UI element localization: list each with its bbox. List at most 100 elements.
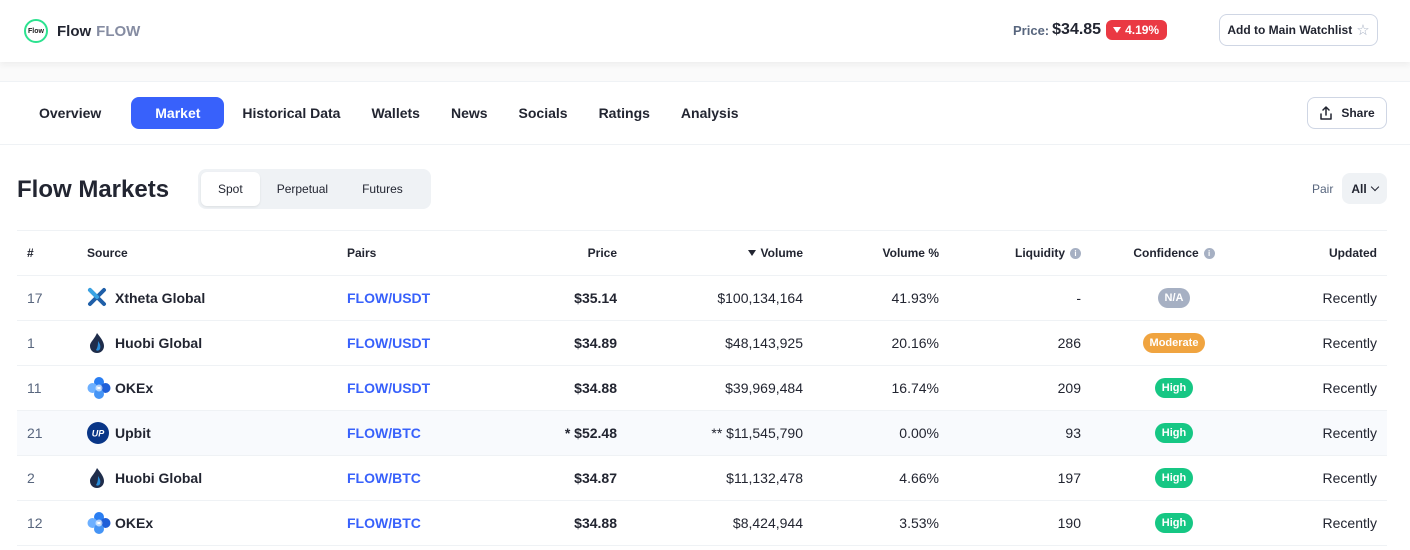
- updated-cell: Recently: [1257, 455, 1387, 501]
- confidence-cell: Moderate: [1091, 320, 1257, 366]
- source-cell[interactable]: OKEx: [77, 500, 337, 546]
- segment-perpetual[interactable]: Perpetual: [276, 182, 329, 196]
- volume-cell: $11,132,478: [627, 455, 813, 501]
- tab-news[interactable]: News: [450, 105, 488, 121]
- source-cell[interactable]: OKEx: [77, 365, 337, 411]
- source-cell[interactable]: Huobi Global: [77, 320, 337, 366]
- column-volume[interactable]: Volume: [627, 230, 813, 276]
- exchange-name: Huobi Global: [115, 335, 203, 351]
- liquidity-cell: 209: [949, 365, 1091, 411]
- column-updated[interactable]: Updated: [1257, 230, 1387, 276]
- source-cell[interactable]: UP Upbit: [77, 410, 337, 456]
- volume-pct-cell: 41.93%: [813, 275, 949, 321]
- price-cell: $35.14: [487, 275, 627, 321]
- caret-down-icon: [1113, 27, 1122, 33]
- table-row[interactable]: 1 Huobi Global FLOW/USDT $34.89 $48,143,925 2…: [17, 320, 1387, 366]
- volume-pct-cell: 4.66%: [813, 455, 949, 501]
- updated-cell: Recently: [1257, 365, 1387, 411]
- market-type-segmented-control: Spot Perpetual Futures: [198, 169, 431, 209]
- flow-logo: Flow: [24, 19, 48, 43]
- volume-cell: $39,969,484: [627, 365, 813, 411]
- tab-analysis[interactable]: Analysis: [680, 105, 739, 121]
- table-row[interactable]: 2 Huobi Global FLOW/BTC $34.87 $11,132,478 4.…: [17, 455, 1387, 501]
- column-rank[interactable]: #: [17, 230, 77, 276]
- info-icon[interactable]: i: [1203, 248, 1215, 259]
- column-volume-label: Volume: [760, 246, 803, 260]
- pair-link[interactable]: FLOW/BTC: [347, 470, 421, 486]
- table-row[interactable]: 21 UP Upbit FLOW/BTC * $52.48 ** $11,545,790 0…: [17, 410, 1387, 456]
- share-label: Share: [1341, 106, 1375, 120]
- pair-filter-dropdown[interactable]: All: [1342, 173, 1387, 204]
- info-icon[interactable]: i: [1070, 248, 1081, 259]
- confidence-cell: High: [1091, 365, 1257, 411]
- pair-link[interactable]: FLOW/USDT: [347, 380, 431, 396]
- confidence-badge: High: [1154, 378, 1194, 398]
- source-cell[interactable]: Xtheta Global: [77, 275, 337, 321]
- markets-table: # Source Pairs Price Volume Volume % Liq…: [17, 230, 1387, 546]
- markets-header: Flow Markets Spot Perpetual Futures Pair…: [0, 145, 1410, 229]
- add-to-watchlist-button[interactable]: Add to Main Watchlist ☆: [1219, 14, 1378, 46]
- volume-pct-cell: 3.53%: [813, 500, 949, 546]
- tab-overview[interactable]: Overview: [39, 105, 102, 121]
- table-header-row: # Source Pairs Price Volume Volume % Liq…: [17, 230, 1387, 276]
- price-cell: * $52.48: [487, 410, 627, 456]
- column-liquidity[interactable]: Liquidity i: [949, 230, 1091, 276]
- section-tabs: Overview Market Historical Data Wallets …: [0, 82, 1410, 145]
- price-cell: $34.88: [487, 500, 627, 546]
- table-row[interactable]: 17 Xtheta Global FLOW/USDT $35.14 $100,134,1…: [17, 275, 1387, 321]
- source-cell[interactable]: Huobi Global: [77, 455, 337, 501]
- pair-cell: FLOW/BTC: [337, 500, 487, 546]
- column-price[interactable]: Price: [487, 230, 627, 276]
- price-cell: $34.87: [487, 455, 627, 501]
- coin-name: Flow: [57, 22, 92, 40]
- rank-cell: 11: [17, 365, 77, 411]
- table-row[interactable]: 12 OKEx FLOW/BTC $34.88 $8,424,944 3.53% 190 Hi…: [17, 500, 1387, 546]
- exchange-name: Huobi Global: [115, 470, 203, 486]
- column-source[interactable]: Source: [77, 230, 337, 276]
- rank-cell: 17: [17, 275, 77, 321]
- rank-cell: 21: [17, 410, 77, 456]
- table-row[interactable]: 11 OKEx FLOW/USDT $34.88 $39,969,484 16.74% 20…: [17, 365, 1387, 411]
- column-pairs[interactable]: Pairs: [337, 230, 487, 276]
- volume-pct-cell: 20.16%: [813, 320, 949, 366]
- header-divider-strip: [0, 62, 1410, 82]
- tab-historical-data[interactable]: Historical Data: [242, 105, 341, 121]
- pair-link[interactable]: FLOW/USDT: [347, 335, 431, 351]
- tab-wallets[interactable]: Wallets: [371, 105, 420, 121]
- rank-cell: 2: [17, 455, 77, 501]
- xtheta-logo-icon: [87, 287, 109, 309]
- rank-cell: 12: [17, 500, 77, 546]
- tab-market[interactable]: Market: [131, 97, 225, 129]
- huobi-logo-icon: [87, 467, 109, 489]
- exchange-name: OKEx: [115, 380, 154, 396]
- liquidity-cell: 286: [949, 320, 1091, 366]
- price-cell: $34.88: [487, 365, 627, 411]
- liquidity-cell: 190: [949, 500, 1091, 546]
- segment-futures[interactable]: Futures: [362, 182, 403, 196]
- pair-filter-value: All: [1351, 181, 1367, 196]
- exchange-name: Xtheta Global: [115, 290, 206, 306]
- pair-link[interactable]: FLOW/BTC: [347, 515, 421, 531]
- segment-spot[interactable]: Spot: [201, 172, 260, 206]
- column-confidence[interactable]: Confidence i: [1091, 230, 1257, 276]
- volume-cell: ** $11,545,790: [627, 410, 813, 456]
- page-title: Flow Markets: [17, 176, 170, 203]
- updated-cell: Recently: [1257, 500, 1387, 546]
- share-button[interactable]: Share: [1307, 97, 1387, 129]
- okex-logo-icon: [87, 377, 111, 399]
- pair-link[interactable]: FLOW/BTC: [347, 425, 421, 441]
- column-liquidity-label: Liquidity: [1015, 246, 1065, 260]
- star-icon: ☆: [1356, 22, 1370, 39]
- price-change-value: 4.19%: [1125, 23, 1160, 37]
- liquidity-cell: 197: [949, 455, 1091, 501]
- watchlist-label: Add to Main Watchlist: [1227, 23, 1353, 37]
- confidence-cell: High: [1091, 455, 1257, 501]
- tab-ratings[interactable]: Ratings: [598, 105, 650, 121]
- tab-socials[interactable]: Socials: [518, 105, 568, 121]
- column-volume-pct[interactable]: Volume %: [813, 230, 949, 276]
- exchange-name: Upbit: [115, 425, 151, 441]
- pair-link[interactable]: FLOW/USDT: [347, 290, 431, 306]
- upbit-logo-icon: UP: [87, 422, 109, 444]
- volume-pct-cell: 16.74%: [813, 365, 949, 411]
- updated-cell: Recently: [1257, 320, 1387, 366]
